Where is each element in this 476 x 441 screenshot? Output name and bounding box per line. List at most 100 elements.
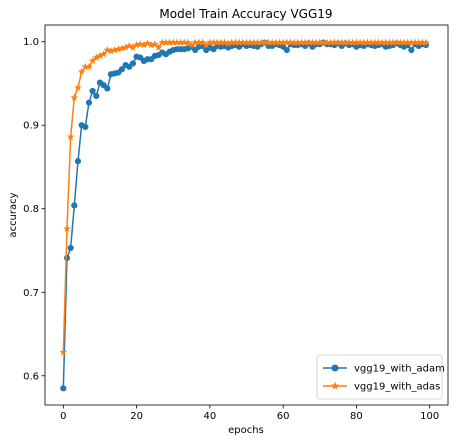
data-point [319,38,328,46]
data-point [242,38,251,46]
data-point [403,38,412,46]
data-point [176,38,185,46]
y-axis-title: accuracy [8,192,19,237]
data-point [408,46,415,54]
data-point [345,38,353,46]
data-point [143,39,152,47]
data-point [158,38,167,46]
data-point [202,41,210,49]
data-point [326,38,335,46]
data-point [352,38,361,46]
x-tick-label: 40 [203,411,216,422]
data-point [308,38,317,46]
data-point [169,38,178,46]
y-tick-label: 0.9 [23,121,39,132]
data-point [125,41,134,50]
data-point [411,38,419,46]
data-point [337,38,346,46]
data-point [224,39,232,47]
data-point [195,38,203,46]
data-point [385,38,394,46]
data-point [359,38,368,46]
x-tick-label: 0 [60,411,66,422]
data-point [253,38,262,46]
data-point [389,38,397,46]
data-point [414,38,423,46]
data-point [93,92,100,100]
data-point [118,44,126,52]
data-point [60,385,67,392]
data-point [367,38,375,46]
data-point [129,60,137,67]
x-axis-title: epochs [228,425,264,436]
data-point [184,38,192,46]
data-point [154,43,163,51]
data-point [132,41,141,49]
legend-box [316,354,443,400]
data-point [77,67,86,76]
data-point [63,254,71,262]
legend-marker [330,381,340,390]
data-point [374,38,383,46]
data-point [315,38,324,46]
data-point [261,38,269,46]
data-point [191,38,200,46]
data-point [392,38,401,46]
data-point [297,38,306,46]
data-point [165,38,174,46]
data-point [107,46,115,55]
data-point [396,38,405,46]
data-point [173,38,181,46]
data-point [129,43,137,51]
data-point [151,40,159,48]
plot-frame [44,24,449,406]
x-tick-label: 100 [420,411,439,422]
data-point [341,38,350,46]
data-point [246,38,254,46]
data-point [85,99,93,106]
data-point [290,38,298,46]
data-point [330,38,339,46]
chart-title: Model Train Accuracy VGG19 [159,7,332,21]
data-point [370,38,379,46]
data-point [81,62,90,70]
data-point [217,38,225,46]
data-point [213,38,221,46]
data-point [67,244,74,252]
data-point [301,38,309,46]
legend-label: vgg19_with_adam [354,364,445,375]
data-point [400,38,408,46]
series-vgg19_with_adas [59,38,430,356]
data-point [356,38,364,46]
y-tick-label: 0.7 [23,288,39,299]
data-point [140,41,148,49]
data-point [74,83,82,91]
data-point [323,38,331,46]
data-point [85,62,93,70]
data-point [187,41,196,49]
legend: vgg19_with_adam vgg19_with_adas [316,354,445,400]
data-point [264,38,273,46]
data-point [104,85,111,92]
data-point [71,202,78,209]
data-point [209,38,218,46]
data-point [74,158,82,165]
x-tick-label: 60 [277,411,290,422]
data-point [407,38,416,46]
data-point [235,38,243,46]
plot-area: 0 20 40 60 80 100 0.6 0.7 0.8 0.9 1.0 [23,24,449,422]
data-point [63,224,71,233]
data-point [147,41,156,49]
data-point [70,93,79,101]
data-point [231,38,240,46]
data-point [257,38,265,46]
data-point [363,38,372,46]
x-tick-label: 20 [130,411,143,422]
data-point [304,38,313,46]
legend-marker [331,364,339,372]
y-tick-label: 1.0 [23,37,39,48]
y-tick-label: 0.8 [23,204,39,215]
legend-label: vgg19_with_adas [354,382,440,393]
data-point [250,38,258,46]
data-point [312,38,320,46]
